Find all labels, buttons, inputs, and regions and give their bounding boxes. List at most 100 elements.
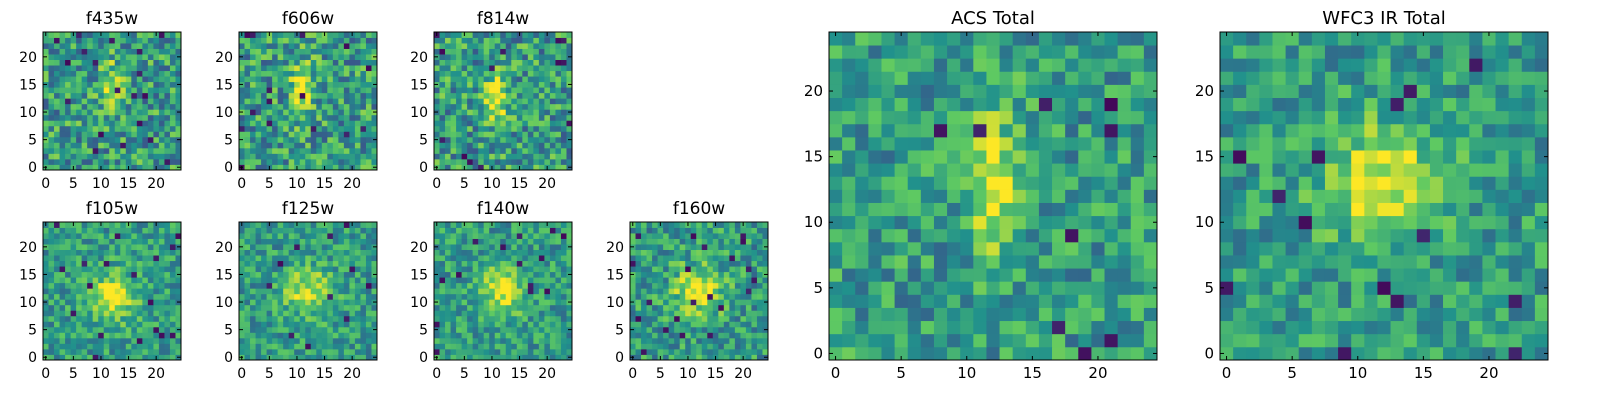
heatmap-cell — [338, 277, 345, 284]
heatmap-cell — [1091, 333, 1105, 348]
heatmap-cell — [261, 131, 267, 138]
heatmap-cell — [1091, 32, 1105, 46]
heatmap-cell — [829, 32, 843, 46]
heatmap-cell — [175, 147, 182, 154]
heatmap-cell — [868, 123, 882, 138]
heatmap-cell — [855, 255, 869, 269]
heatmap-cell — [439, 164, 446, 171]
heatmap-cell — [1130, 97, 1145, 112]
heatmap-cell — [1259, 97, 1273, 112]
heatmap-cell — [445, 337, 451, 344]
heatmap-cell — [1130, 228, 1145, 243]
heatmap-cell — [1390, 333, 1405, 348]
heatmap-cell — [103, 271, 110, 278]
heatmap-cell — [272, 293, 279, 300]
heatmap-cell — [842, 45, 856, 59]
heatmap-cell — [483, 315, 490, 322]
heatmap-cell — [1298, 163, 1313, 177]
heatmap-cell — [158, 147, 165, 154]
heatmap-cell — [1078, 176, 1092, 190]
heatmap-cell — [321, 37, 328, 44]
heatmap-cell — [349, 238, 356, 245]
heatmap-cell — [175, 260, 182, 267]
heatmap-cell — [239, 321, 245, 328]
heatmap-cell — [1233, 32, 1247, 46]
heatmap-cell — [1390, 255, 1405, 269]
heatmap-cell — [483, 288, 490, 295]
heatmap-cell — [65, 48, 71, 55]
heatmap-cell — [1534, 281, 1549, 295]
heatmap-cell — [1117, 150, 1132, 164]
heatmap-cell — [538, 158, 545, 165]
heatmap-cell — [277, 321, 284, 328]
heatmap-cell — [505, 271, 512, 278]
heatmap-cell — [1482, 320, 1496, 335]
y-tick-label: 20 — [19, 50, 37, 66]
heatmap-cell — [321, 65, 328, 72]
heatmap-cell — [81, 277, 88, 284]
heatmap-cell — [538, 76, 545, 83]
heatmap-cell — [445, 136, 451, 143]
heatmap-cell — [164, 343, 171, 350]
heatmap-cell — [288, 37, 295, 44]
heatmap-cell — [555, 65, 562, 72]
heatmap-cell — [332, 222, 339, 228]
heatmap-cell — [81, 343, 88, 350]
heatmap-cell — [272, 125, 279, 132]
heatmap-cell — [1416, 255, 1431, 269]
heatmap-cell — [489, 304, 496, 311]
heatmap-cell — [239, 304, 245, 311]
heatmap-cell — [332, 87, 339, 94]
heatmap-cell — [103, 98, 110, 105]
heatmap-cell — [43, 37, 49, 44]
heatmap-cell — [244, 65, 251, 72]
heatmap-cell — [1130, 71, 1145, 85]
heatmap-cell — [973, 32, 987, 46]
heatmap-cell — [109, 315, 116, 322]
heatmap-cell — [544, 293, 551, 300]
heatmap-cell — [868, 32, 882, 46]
heatmap-cell — [868, 268, 882, 282]
heatmap-cell — [500, 125, 507, 132]
heatmap-cell — [349, 59, 356, 66]
heatmap-cell — [65, 37, 71, 44]
heatmap-cell — [87, 282, 94, 289]
heatmap-cell — [136, 321, 143, 328]
heatmap-cell — [109, 87, 116, 94]
heatmap-cell — [120, 136, 127, 143]
heatmap-cell — [109, 222, 116, 228]
heatmap-cell — [277, 81, 284, 88]
heatmap-cell — [1534, 71, 1549, 85]
heatmap-cell — [1351, 176, 1365, 190]
heatmap-cell — [1508, 268, 1523, 282]
heatmap-cell — [354, 32, 361, 38]
heatmap-cell — [933, 84, 948, 98]
heatmap-cell — [478, 43, 485, 49]
heatmap-cell — [59, 255, 66, 262]
heatmap-cell — [472, 65, 479, 72]
heatmap-cell — [1390, 136, 1405, 151]
heatmap-cell — [239, 238, 245, 245]
heatmap-cell — [142, 271, 149, 278]
heatmap-cell — [445, 109, 451, 116]
heatmap-cell — [450, 354, 457, 361]
heatmap-cell — [478, 37, 485, 44]
heatmap-cell — [142, 125, 149, 132]
heatmap-cell — [244, 249, 251, 256]
heatmap-cell — [1130, 150, 1145, 164]
heatmap-cell — [1469, 123, 1483, 138]
heatmap-cell — [360, 103, 367, 110]
heatmap-cell — [478, 158, 485, 165]
heatmap-cell — [283, 266, 290, 273]
heatmap-cell — [98, 65, 105, 72]
heatmap-cell — [1012, 281, 1027, 295]
heatmap-cell — [527, 37, 534, 44]
heatmap-cell — [288, 109, 295, 116]
heatmap-cell — [456, 125, 462, 132]
heatmap-cell — [986, 150, 1000, 164]
heatmap-cell — [136, 98, 143, 105]
heatmap-cell — [365, 337, 372, 344]
heatmap-cell — [327, 222, 334, 228]
heatmap-cell — [1469, 215, 1483, 230]
heatmap-cell — [332, 326, 339, 333]
